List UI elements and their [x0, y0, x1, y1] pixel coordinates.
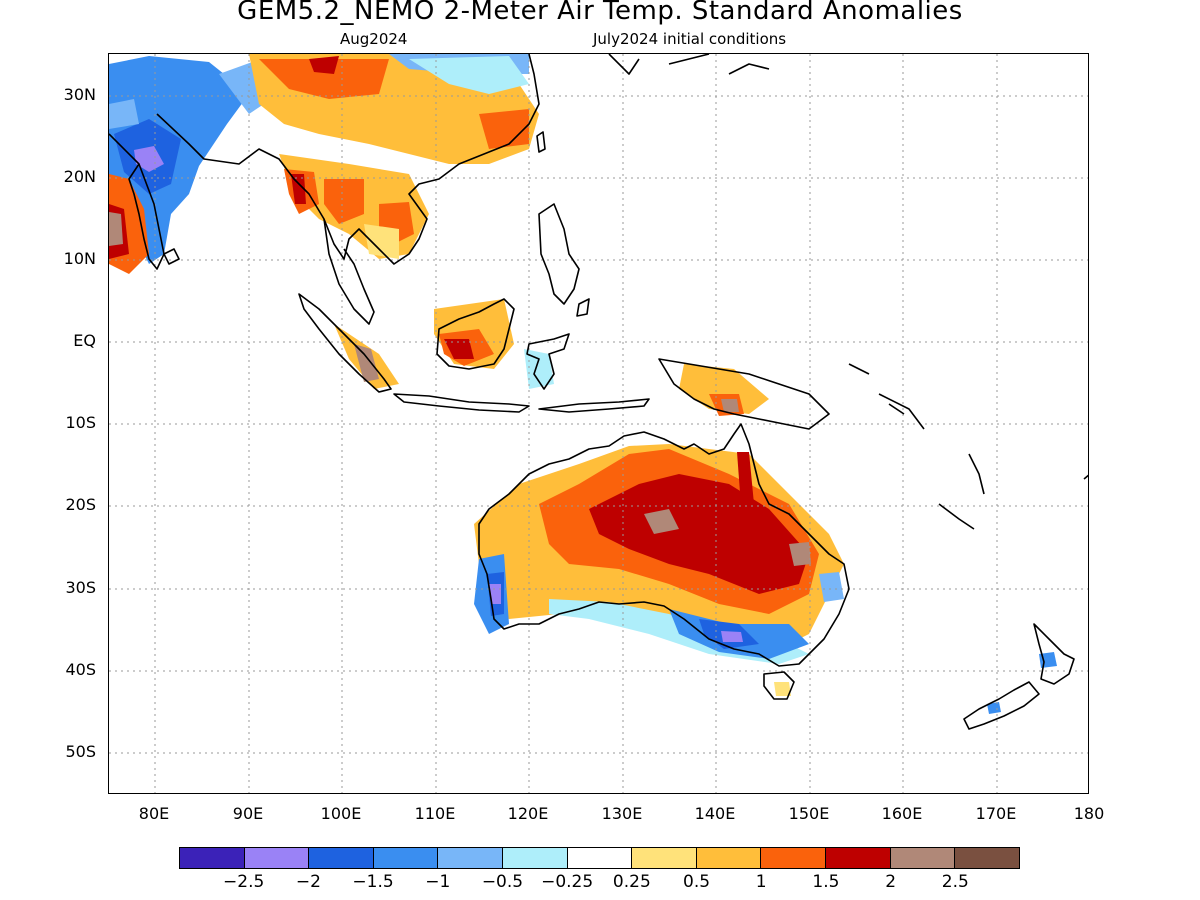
- colorbar-tick-label: 2: [885, 872, 897, 892]
- colorbar-swatch: [309, 848, 374, 868]
- lon-label: 120E: [507, 804, 549, 823]
- colorbar-tick-label: 0.5: [683, 872, 711, 892]
- lat-label: 30S: [65, 578, 96, 597]
- colorbar-swatch: [567, 848, 633, 868]
- anomaly-map: [108, 53, 1089, 794]
- lat-label: 50S: [65, 742, 96, 761]
- anomaly-map-canvas: [109, 54, 1088, 793]
- colorbar-tick-label: 1.5: [812, 872, 840, 892]
- colorbar-swatch: [438, 848, 504, 868]
- lon-label: 80E: [138, 804, 170, 823]
- lat-label: 20S: [65, 495, 96, 514]
- lon-label: 180: [1073, 804, 1105, 823]
- lat-label: 20N: [63, 167, 96, 186]
- colorbar-swatch: [503, 848, 568, 868]
- lon-label: 100E: [320, 804, 362, 823]
- lon-label: 160E: [881, 804, 923, 823]
- colorbar-swatch: [955, 848, 1019, 868]
- lon-label: 140E: [694, 804, 736, 823]
- map-grid: [109, 54, 1088, 793]
- colorbar-tick-label: −0.25: [541, 872, 594, 892]
- colorbar-swatch: [826, 848, 891, 868]
- colorbar-tick-label: −2.5: [223, 872, 265, 892]
- lon-label: 90E: [232, 804, 264, 823]
- lon-label: 130E: [601, 804, 643, 823]
- colorbar-tick-label: −1: [425, 872, 451, 892]
- lat-label: 10S: [65, 413, 96, 432]
- colorbar-tick-label: −1.5: [352, 872, 394, 892]
- chart-title: GEM5.2_NEMO 2-Meter Air Temp. Standard A…: [237, 0, 963, 26]
- colorbar-legend: [179, 847, 1020, 869]
- colorbar-swatch: [373, 848, 439, 868]
- colorbar-tick-label: 1: [755, 872, 767, 892]
- colorbar-tick-label: −0.5: [481, 872, 524, 892]
- lon-label: 170E: [975, 804, 1017, 823]
- lon-label: 110E: [414, 804, 456, 823]
- initial-conditions-label: July2024 initial conditions: [593, 30, 787, 48]
- lat-label: EQ: [73, 331, 96, 350]
- coastlines: [109, 54, 1088, 730]
- colorbar-swatch: [180, 848, 245, 868]
- colorbar-swatch: [244, 848, 310, 868]
- colorbar-tick-label: 2.5: [941, 872, 969, 892]
- lat-label: 30N: [63, 85, 96, 104]
- colorbar-tick-label: −2: [295, 872, 321, 892]
- valid-month-label: Aug2024: [340, 30, 408, 48]
- colorbar-swatch: [632, 848, 697, 868]
- colorbar-tick-label: 0.25: [612, 872, 651, 892]
- lat-label: 10N: [63, 249, 96, 268]
- colorbar-swatch: [890, 848, 956, 868]
- colorbar-swatch: [761, 848, 827, 868]
- lon-label: 150E: [788, 804, 830, 823]
- lat-label: 40S: [65, 660, 96, 679]
- colorbar-swatch: [696, 848, 762, 868]
- anomaly-shading: [109, 54, 1057, 714]
